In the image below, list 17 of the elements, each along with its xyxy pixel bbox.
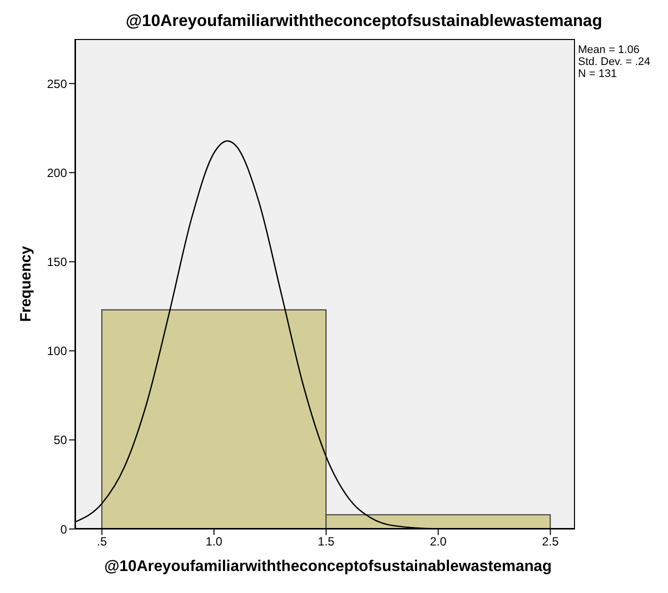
y-axis-title: Frequency (17, 245, 34, 322)
y-tick-label: 100 (46, 344, 68, 358)
y-tick-label: 250 (46, 76, 68, 91)
x-tick-label: .5 (96, 534, 108, 549)
x-tick-label: 2.5 (542, 534, 559, 549)
y-tick-label: 0 (60, 522, 68, 536)
text: Std. Dev. = .24 (578, 56, 650, 68)
text: Mean = 1.06 (578, 44, 640, 56)
y-tick-label: 150 (46, 254, 68, 269)
y-tick-label: 50 (54, 433, 68, 448)
chart-title: @10Areyoufamiliarwiththeconceptofsustainablewastemanag (124, 12, 604, 31)
x-tick-label: 2.0 (430, 534, 447, 549)
y-tick-label: 200 (46, 166, 68, 180)
x-tick-label: 1.0 (206, 534, 223, 549)
text: N = 131 (578, 68, 618, 80)
x-axis-title: @10Areyoufamiliarwiththeconceptofsustainablewastemanag (103, 558, 553, 575)
x-tick-label: 1.5 (318, 534, 335, 549)
